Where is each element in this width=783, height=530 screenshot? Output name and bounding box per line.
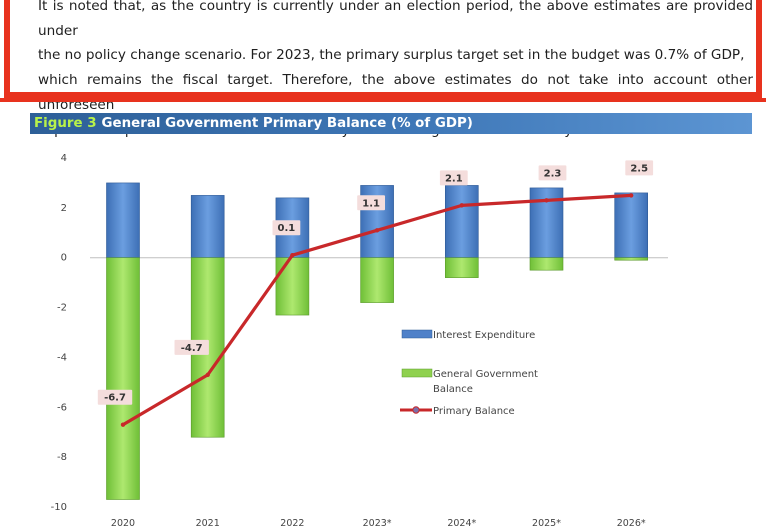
legend-swatch-primary-marker (412, 406, 420, 414)
x-tick-label: 2023* (363, 518, 392, 529)
primary-balance-point (120, 422, 126, 427)
note-line: It is noted that, as the country is curr… (38, 0, 753, 39)
data-label-bg (272, 220, 301, 236)
primary-balance-chart: 4 2 0 -2 -4 -6 -8 -10 -6.7 -4.7 0.1 1.1 2.1 2.3 2.5 2… (51, 153, 668, 529)
y-tick-label: 4 (61, 153, 67, 164)
x-axis: 2020 2021 2022 2023* 2024* 2025* 2026* (111, 518, 646, 529)
legend-label-balance-cont: Balance (433, 384, 473, 395)
bar-interest (444, 185, 479, 259)
data-label-bg (97, 389, 133, 405)
data-label-bg (439, 170, 468, 186)
figure-number: Figure 3 (34, 116, 97, 131)
bar-balance (360, 257, 394, 303)
bar-interest (614, 192, 649, 259)
y-tick-label: -2 (57, 303, 67, 314)
bar-balance (444, 257, 479, 278)
primary-balance-point (544, 198, 549, 203)
legend-label-interest: Interest Expenditure (433, 330, 535, 341)
data-labels: -6.7 -4.7 0.1 1.1 2.1 2.3 2.5 (97, 160, 654, 405)
x-tick-label: 2026* (617, 518, 646, 529)
y-tick-label: 0 (61, 253, 67, 264)
data-label-bg (357, 195, 385, 211)
figure-title: General Government Primary Balance (% of… (101, 116, 473, 131)
bar-interest (106, 182, 140, 259)
data-label: 0.1 (278, 223, 296, 234)
x-tick-label: 2021 (196, 518, 220, 529)
note-line: the no policy change scenario. For 2023,… (38, 47, 745, 64)
data-label: -4.7 (181, 343, 203, 354)
primary-balance-point (374, 228, 380, 233)
data-label: 2.1 (445, 173, 463, 184)
x-tick-label: 2025* (532, 518, 561, 529)
bar-balance (275, 257, 310, 316)
x-tick-label: 2024* (447, 518, 476, 529)
bar-balance (614, 257, 649, 261)
data-label: 2.3 (544, 168, 562, 179)
data-label: -6.7 (104, 393, 126, 404)
primary-balance-point (290, 253, 295, 258)
note-line: which remains the fiscal target. Therefo… (38, 72, 753, 113)
data-label-bg (538, 165, 567, 181)
primary-balance-point (205, 372, 210, 378)
y-tick-label: -10 (51, 502, 67, 513)
x-tick-label: 2020 (111, 518, 135, 529)
y-tick-label: 2 (61, 203, 67, 214)
bar-balance (106, 257, 140, 500)
primary-balance-line (120, 193, 634, 427)
primary-balance-point (629, 193, 634, 198)
bar-balance (529, 257, 564, 271)
red-divider (0, 98, 766, 102)
data-label: 2.5 (630, 163, 648, 174)
x-tick-label: 2022 (280, 518, 304, 529)
legend-label-primary: Primary Balance (433, 406, 515, 417)
legend-swatch-interest (401, 329, 433, 339)
legend: Interest Expenditure General Government … (400, 329, 538, 417)
primary-balance-point (459, 203, 464, 208)
bar-interest (190, 195, 225, 259)
figure-header: Figure 3 General Government Primary Bala… (30, 113, 752, 134)
y-tick-label: -6 (57, 402, 67, 413)
y-tick-label: -4 (57, 352, 67, 363)
data-label: 1.1 (362, 198, 380, 209)
note-box: It is noted that, as the country is curr… (4, 0, 762, 138)
legend-swatch-balance (401, 368, 433, 378)
data-label-bg (174, 339, 209, 355)
legend-label-balance: General Government (433, 369, 538, 380)
data-label-bg (625, 160, 654, 176)
bars (106, 182, 649, 500)
y-tick-label: -8 (57, 452, 67, 463)
